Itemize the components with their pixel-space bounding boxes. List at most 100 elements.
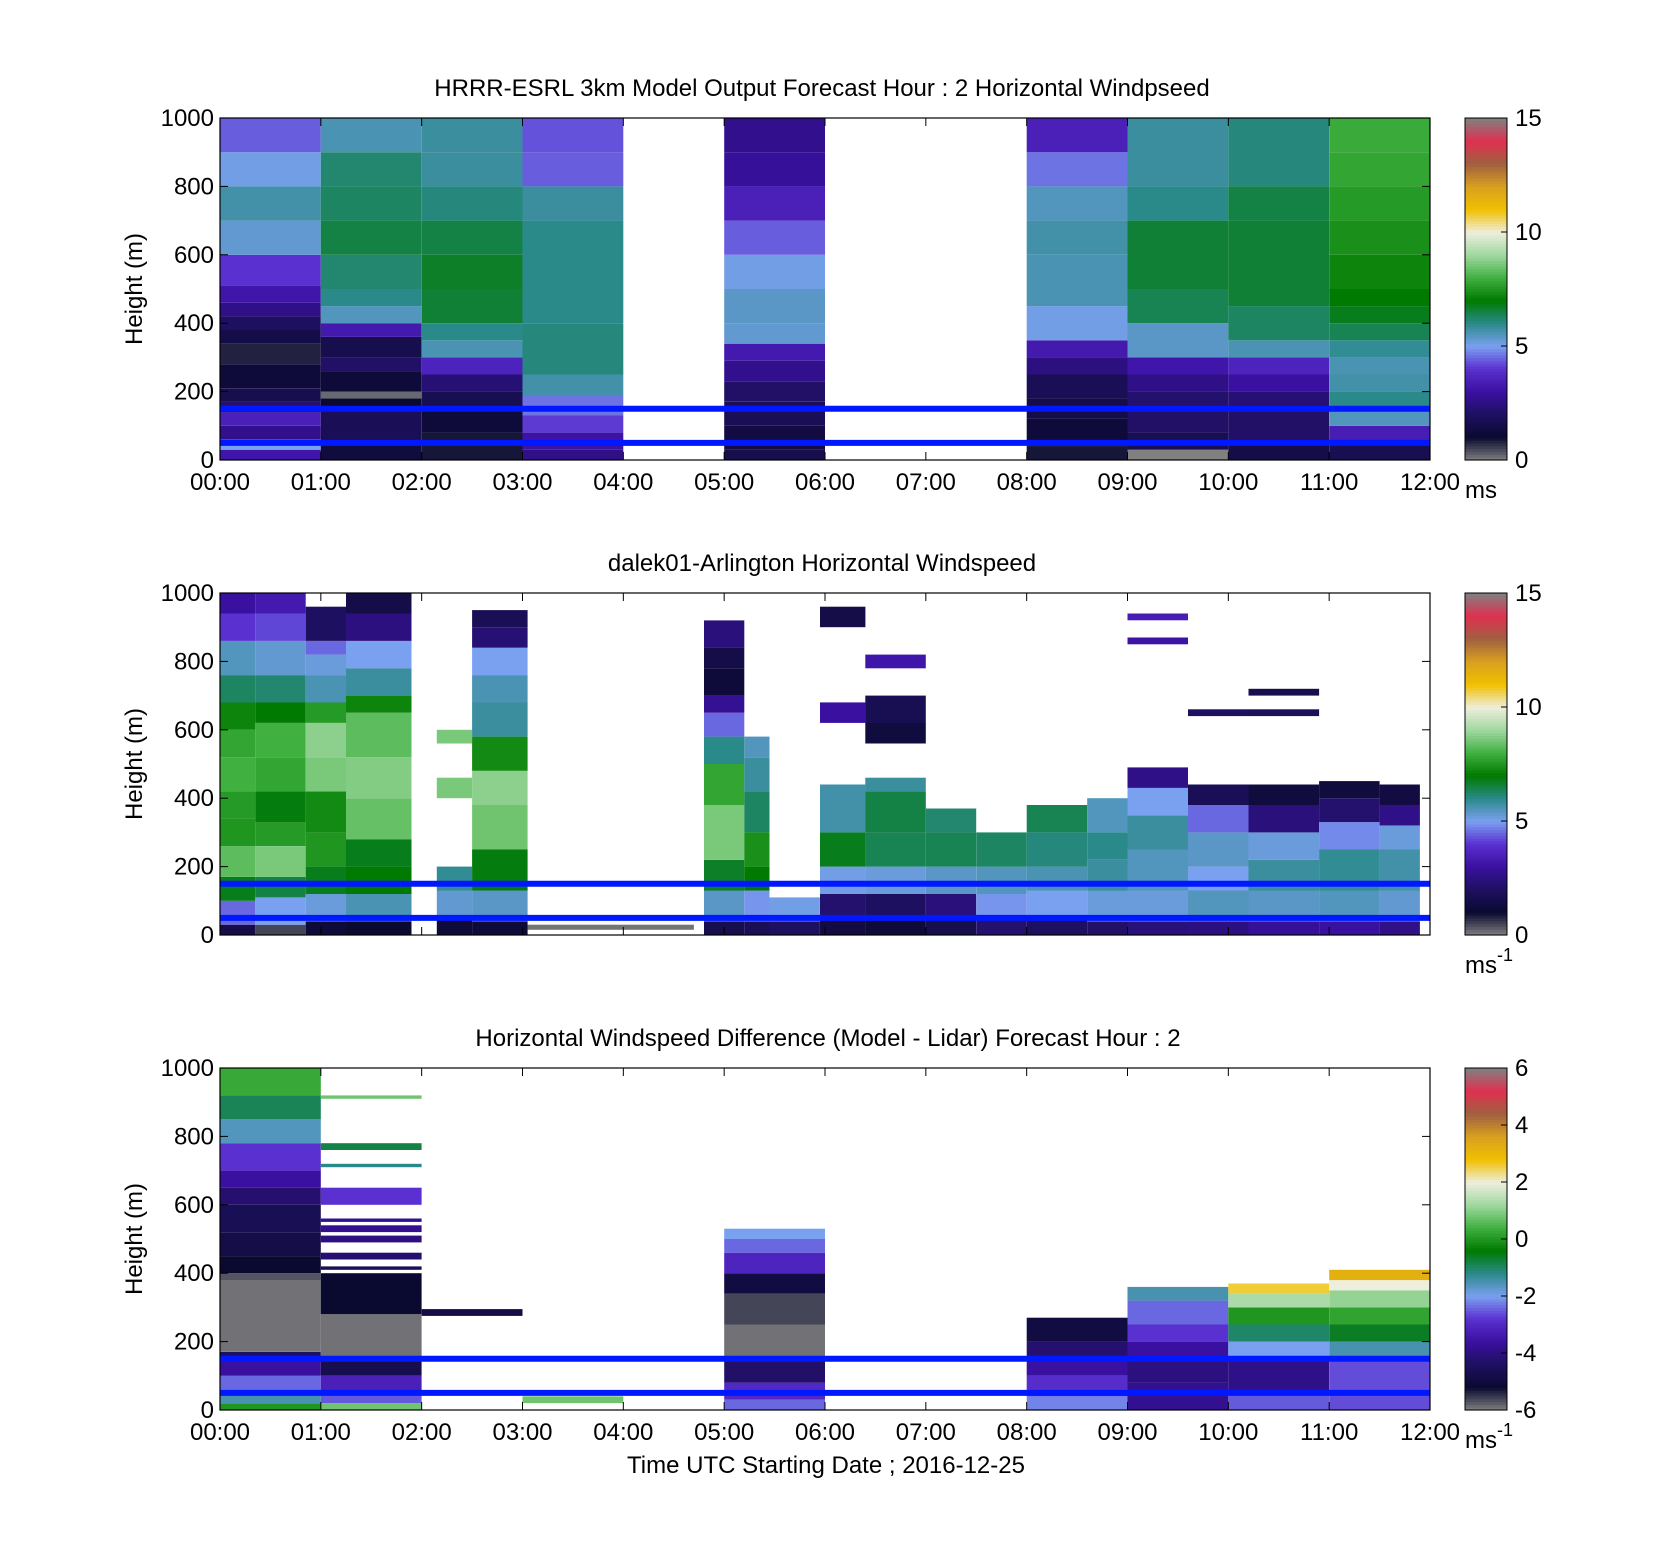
x-tick-label: 07:00 [896,469,956,496]
colorbar-swatch [1465,1310,1507,1314]
colorbar-swatch [1465,615,1507,620]
colorbar-swatch [1465,875,1507,879]
heatmap-cell [1127,118,1229,187]
heatmap-cell [1379,805,1420,826]
heatmap-cell [1026,1341,1128,1359]
heatmap-cell [1127,1286,1229,1301]
heatmap-cell [1329,254,1430,289]
colorbar-tick-label: 2 [1515,1169,1528,1196]
heatmap-cell [865,917,926,935]
colorbar-swatch [1465,1358,1507,1363]
colorbar-swatch [1465,123,1507,128]
colorbar-swatch [1465,271,1507,276]
colorbar-swatch [1465,895,1507,899]
y-axis-label: Height (m) [121,708,148,820]
y-axis: 0 200 400 600 800 1000 [161,580,1430,949]
heatmap-cell [472,770,528,805]
colorbar-swatch [1465,715,1507,719]
colorbar-swatch [1465,172,1507,176]
colorbar-swatch [1465,340,1507,344]
colorbar-swatch [1465,232,1507,236]
colorbar-swatch [1465,328,1507,333]
heatmap-cell [220,1143,321,1171]
heatmap-cell [255,613,306,641]
colorbar-swatch [1465,1384,1507,1388]
colorbar-swatch [1465,1068,1507,1072]
colorbar-swatch [1465,1113,1507,1118]
heatmap-cell [346,695,412,713]
colorbar-unit: ms [1465,477,1497,504]
heatmap-cell [421,220,523,255]
heatmap-cell [1087,921,1128,935]
colorbar-swatch [1465,832,1507,836]
colorbar-swatch [1465,189,1507,193]
heatmap-cell [704,668,745,696]
heatmap-cell [320,323,422,337]
heatmap-cell [421,289,523,324]
colorbar-swatch [1465,1256,1507,1260]
colorbar-swatch [1465,866,1507,871]
heatmap-cell [865,866,926,894]
heatmap-cell [421,118,523,153]
colorbar-swatch [1465,346,1507,350]
x-tick-label: 08:00 [997,1419,1057,1446]
heatmap-cell [220,302,321,317]
colorbar-swatch [1465,411,1507,415]
heatmap-cell [220,876,256,901]
colorbar-swatch [1465,812,1507,816]
colorbar-swatch [1465,746,1507,751]
heatmap-cell [346,921,412,935]
heatmap-cell [1329,186,1430,221]
colorbar-swatch [1465,175,1507,179]
colorbar-swatch [1465,892,1507,896]
heatmap-cell [220,1187,321,1205]
colorbar-swatch [1465,678,1507,682]
colorbar-swatch [1465,294,1507,299]
colorbar-swatch [1465,1258,1507,1263]
colorbar-swatch [1465,289,1507,293]
colorbar-swatch [1465,707,1507,711]
heatmap-cell [320,357,422,372]
colorbar-swatch [1465,365,1507,370]
heatmap-cell [220,1232,321,1257]
colorbar-swatch [1465,632,1507,637]
heatmap-cell [1329,323,1430,341]
colorbar-swatch [1465,249,1507,253]
colorbar-swatch [1465,448,1507,453]
heatmap-cell [865,894,926,918]
heatmap-cell [320,186,422,221]
colorbar-swatch [1465,1127,1507,1132]
heatmap-cell [527,924,694,930]
x-tick-label: 02:00 [392,1419,452,1446]
y-axis: 0 200 400 600 800 1000 [161,1055,1430,1424]
colorbar-swatch [1465,1321,1507,1326]
heatmap-cell [1127,921,1188,935]
colorbar-swatch [1465,177,1507,182]
colorbar-swatch [1465,744,1507,748]
colorbar-swatch [1465,849,1507,853]
x-tick-label: 04:00 [593,1419,653,1446]
heatmap-cell [1319,921,1380,935]
x-tick-label: 12:00 [1400,1419,1460,1446]
heatmap-cell [305,791,346,833]
heatmap-cell [1127,323,1229,358]
heatmap-cell [1127,289,1229,324]
colorbar-tick-label: -6 [1515,1397,1536,1424]
colorbar-swatch [1465,1179,1507,1183]
colorbar-swatch [1465,809,1507,814]
colorbar-swatch [1465,180,1507,185]
heatmap-cell [1329,374,1430,392]
colorbar-tick-label: 5 [1515,333,1528,360]
heatmap-cell [1228,1341,1330,1359]
colorbar-swatch [1465,1353,1507,1357]
colorbar-swatch [1465,1076,1507,1080]
heatmap-cell [1379,825,1420,850]
heatmap-cell [522,220,624,324]
colorbar-swatch [1465,1122,1507,1126]
heatmap-cell [976,832,1027,867]
colorbar-swatch [1465,149,1507,153]
colorbar-swatch [1465,226,1507,230]
reference-lines [220,405,1430,446]
colorbar-swatch [1465,334,1507,339]
colorbar-swatch [1465,1184,1507,1189]
